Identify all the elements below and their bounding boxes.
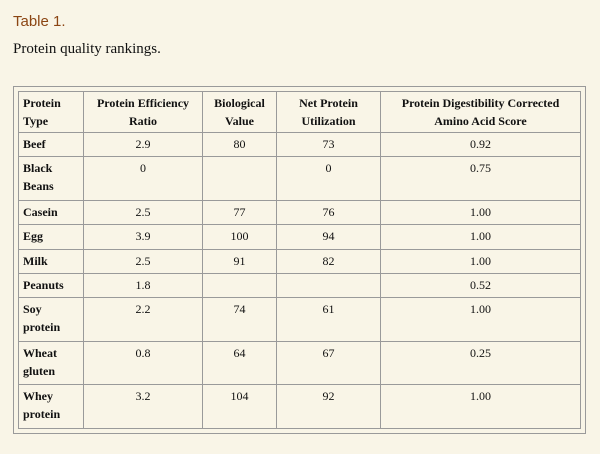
cell-npu: 94 bbox=[276, 224, 381, 250]
table-row: Black Beans 0 0 0.75 bbox=[18, 156, 581, 201]
table-row: Soy protein 2.2 74 61 1.00 bbox=[18, 297, 581, 342]
cell-npu: 61 bbox=[276, 297, 381, 342]
cell-bv bbox=[202, 273, 277, 299]
cell-npu: 73 bbox=[276, 131, 381, 158]
cell-protein-type: Peanuts bbox=[18, 273, 84, 299]
cell-per: 2.5 bbox=[83, 248, 203, 275]
cell-per: 3.2 bbox=[83, 384, 203, 429]
cell-per: 1.8 bbox=[83, 273, 203, 299]
cell-pdcaas: 1.00 bbox=[380, 199, 581, 226]
cell-protein-type: Black Beans bbox=[18, 156, 84, 201]
cell-per: 0 bbox=[83, 156, 203, 201]
protein-quality-table: Protein Type Protein Efficiency Ratio Bi… bbox=[18, 91, 581, 429]
cell-protein-type: Egg bbox=[18, 224, 84, 250]
cell-protein-type: Wheat gluten bbox=[18, 340, 84, 386]
cell-protein-type: Beef bbox=[18, 131, 84, 158]
cell-pdcaas: 1.00 bbox=[380, 384, 581, 429]
cell-bv: 74 bbox=[202, 297, 277, 342]
header-per: Protein Efficiency Ratio bbox=[83, 91, 203, 133]
cell-npu: 92 bbox=[276, 384, 381, 429]
table-label: Table 1. bbox=[13, 13, 66, 30]
table-row: Beef 2.9 80 73 0.92 bbox=[18, 131, 581, 158]
table-container: Protein Type Protein Efficiency Ratio Bi… bbox=[13, 86, 586, 434]
cell-pdcaas: 0.92 bbox=[380, 131, 581, 158]
cell-per: 2.9 bbox=[83, 131, 203, 158]
table-body: Beef 2.9 80 73 0.92 Black Beans 0 0 0.75 Casein 2.… bbox=[18, 131, 581, 429]
cell-bv: 64 bbox=[202, 340, 277, 386]
table-row: Casein 2.5 77 76 1.00 bbox=[18, 199, 581, 226]
cell-protein-type: Milk bbox=[18, 248, 84, 275]
cell-npu bbox=[276, 273, 381, 299]
cell-pdcaas: 0.75 bbox=[380, 156, 581, 201]
cell-pdcaas: 0.25 bbox=[380, 340, 581, 386]
cell-bv: 104 bbox=[202, 384, 277, 429]
header-protein-type: Protein Type bbox=[18, 91, 84, 133]
cell-pdcaas: 1.00 bbox=[380, 248, 581, 275]
cell-bv: 91 bbox=[202, 248, 277, 275]
table-row: Wheat gluten 0.8 64 67 0.25 bbox=[18, 340, 581, 386]
cell-per: 0.8 bbox=[83, 340, 203, 386]
cell-bv: 77 bbox=[202, 199, 277, 226]
cell-bv: 100 bbox=[202, 224, 277, 250]
cell-npu: 0 bbox=[276, 156, 381, 201]
cell-per: 2.2 bbox=[83, 297, 203, 342]
cell-pdcaas: 1.00 bbox=[380, 297, 581, 342]
table-row: Milk 2.5 91 82 1.00 bbox=[18, 248, 581, 275]
cell-pdcaas: 0.52 bbox=[380, 273, 581, 299]
header-pdcaas: Protein Digestibility Corrected Amino Ac… bbox=[380, 91, 581, 133]
header-npu: Net Protein Utilization bbox=[276, 91, 381, 133]
table-row: Egg 3.9 100 94 1.00 bbox=[18, 224, 581, 250]
header-row: Protein Type Protein Efficiency Ratio Bi… bbox=[18, 91, 581, 133]
cell-bv: 80 bbox=[202, 131, 277, 158]
cell-npu: 82 bbox=[276, 248, 381, 275]
table-caption: Protein quality rankings. bbox=[13, 41, 161, 57]
table-row: Peanuts 1.8 0.52 bbox=[18, 273, 581, 299]
cell-pdcaas: 1.00 bbox=[380, 224, 581, 250]
cell-protein-type: Soy protein bbox=[18, 297, 84, 342]
cell-per: 2.5 bbox=[83, 199, 203, 226]
cell-protein-type: Whey protein bbox=[18, 384, 84, 429]
header-bv: Biological Value bbox=[202, 91, 277, 133]
cell-bv bbox=[202, 156, 277, 201]
cell-per: 3.9 bbox=[83, 224, 203, 250]
cell-protein-type: Casein bbox=[18, 199, 84, 226]
cell-npu: 67 bbox=[276, 340, 381, 386]
cell-npu: 76 bbox=[276, 199, 381, 226]
table-row: Whey protein 3.2 104 92 1.00 bbox=[18, 384, 581, 429]
